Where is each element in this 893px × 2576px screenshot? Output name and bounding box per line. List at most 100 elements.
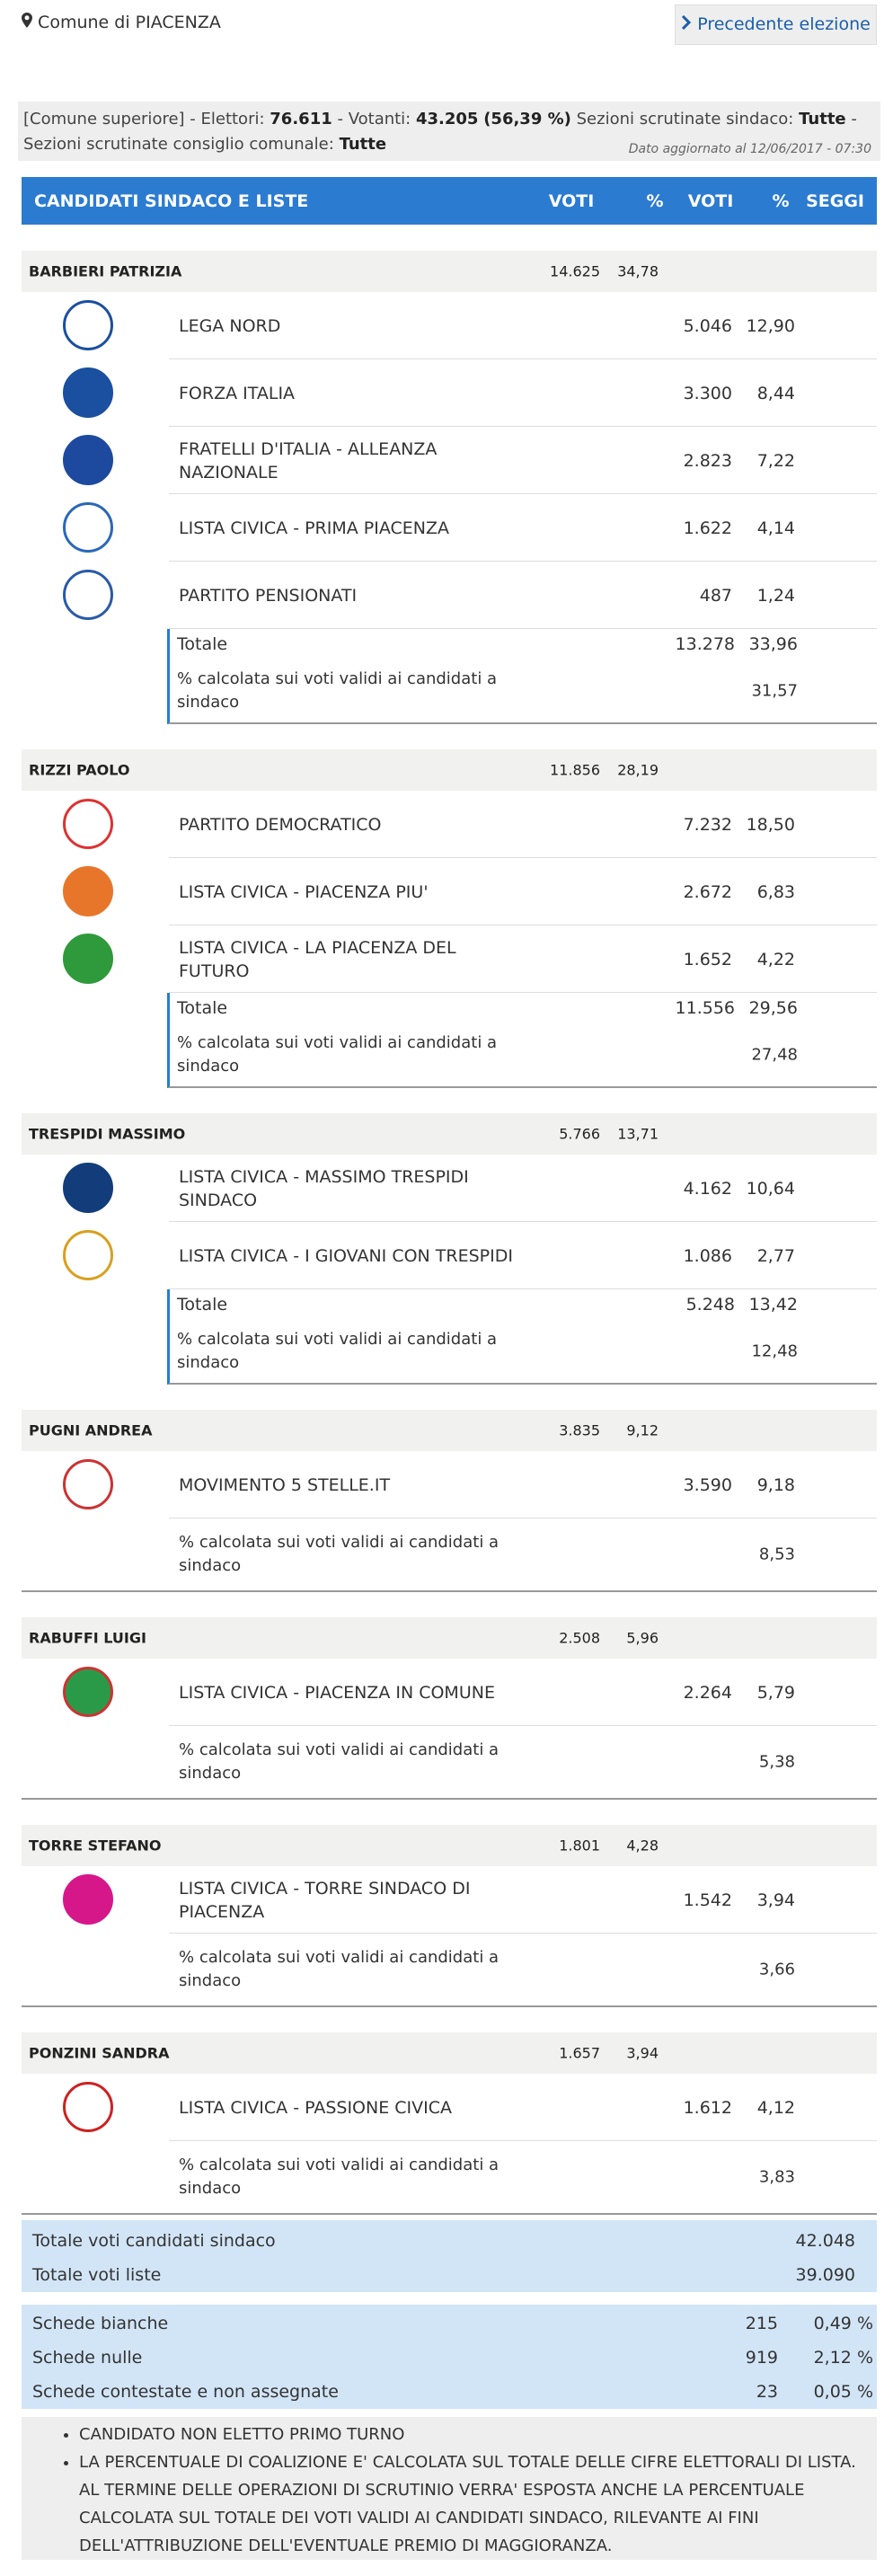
note-pct: 27,48 bbox=[751, 1045, 798, 1065]
column-header: VOTI bbox=[687, 191, 734, 211]
candidate-pct: 13,71 bbox=[617, 1125, 659, 1143]
list-pct: 2,77 bbox=[756, 1245, 795, 1266]
updated: Dato aggiornato al 12/06/2017 - 07:30 bbox=[628, 142, 871, 156]
list-row: LISTA CIVICA - MASSIMO TRESPIDI SINDACO 4… bbox=[22, 1155, 877, 1222]
candidate-row: PUGNI ANDREA 3.835 9,12 bbox=[22, 1410, 877, 1451]
note-item: LA PERCENTUALE DI COALIZIONE E' CALCOLAT… bbox=[79, 2448, 859, 2560]
list-name: LISTA CIVICA - PIACENZA PIU' bbox=[179, 881, 429, 902]
header: Comune di PIACENZA Precedente elezione bbox=[0, 0, 893, 90]
list-name: FRATELLI D'ITALIA - ALLEANZA NAZIONALE bbox=[179, 438, 438, 482]
list-votes: 1.652 bbox=[683, 949, 732, 969]
total-label: Totale bbox=[177, 634, 228, 654]
note-pct: 5,38 bbox=[758, 1752, 795, 1772]
list-votes: 487 bbox=[699, 585, 732, 606]
note-pct: 31,57 bbox=[751, 681, 798, 701]
notes-box: CANDIDATO NON ELETTO PRIMO TURNOLA PERCE… bbox=[22, 2417, 877, 2560]
list-votes: 3.300 bbox=[683, 383, 732, 403]
ballot-line: Schede bianche 215 0,49 % bbox=[22, 2306, 877, 2341]
list-row: FRATELLI D'ITALIA - ALLEANZA NAZIONALE 2.… bbox=[22, 427, 877, 494]
list-votes: 1.542 bbox=[683, 1890, 732, 1910]
list-pct: 4,22 bbox=[756, 949, 795, 969]
table-header: CANDIDATI SINDACO E LISTE VOTI% VOTI% SEGGI bbox=[22, 177, 877, 225]
note-pct: 3,66 bbox=[758, 1960, 795, 1979]
total-pct: 33,96 bbox=[748, 634, 798, 654]
list-logo bbox=[63, 866, 113, 916]
total-line: Totale voti candidati sindaco 42.048 bbox=[22, 2224, 877, 2258]
list-row: MOVIMENTO 5 STELLE.IT 3.590 9,18 bbox=[22, 1451, 877, 1518]
list-pct: 4,14 bbox=[756, 518, 795, 538]
sezioni-consiglio-label: - Sezioni scrutinate consiglio comunale: bbox=[23, 110, 857, 154]
candidate-name: TRESPIDI MASSIMO bbox=[29, 1125, 186, 1143]
note-pct: 12,48 bbox=[751, 1341, 798, 1361]
list-row: LISTA CIVICA - LA PIACENZA DEL FUTURO 1.6… bbox=[22, 925, 877, 993]
note-label: % calcolata sui voti validi ai candidati… bbox=[177, 1033, 498, 1076]
candidate-votes: 14.625 bbox=[550, 262, 600, 280]
column-header: VOTI bbox=[548, 191, 595, 211]
list-name: LISTA CIVICA - PRIMA PIACENZA bbox=[179, 518, 450, 538]
ballot-line: Schede nulle 919 2,12 % bbox=[22, 2341, 877, 2375]
list-name: FORZA ITALIA bbox=[179, 383, 296, 403]
sezioni-sindaco: Tutte bbox=[799, 110, 846, 128]
list-votes: 3.590 bbox=[683, 1474, 732, 1495]
list-logo bbox=[63, 1874, 113, 1925]
total-row: Totale 13.278 33,96 bbox=[167, 629, 877, 659]
candidate-row: RIZZI PAOLO 11.856 28,19 bbox=[22, 749, 877, 791]
candidate-pct: 9,12 bbox=[626, 1421, 659, 1439]
candidate-pct: 4,28 bbox=[626, 1837, 659, 1855]
total-line-label: Totale voti candidati sindaco bbox=[32, 2231, 276, 2251]
candidate-row: PONZINI SANDRA 1.657 3,94 bbox=[22, 2032, 877, 2074]
sezioni-sindaco-label: Sezioni scrutinate sindaco: bbox=[576, 110, 794, 128]
candidate-name: RIZZI PAOLO bbox=[29, 761, 130, 779]
results-table: BARBIERI PATRIZIA 14.625 34,78 LEGA NORD 5.0… bbox=[22, 251, 877, 2215]
list-votes: 1.612 bbox=[683, 2097, 732, 2118]
location: Comune di PIACENZA bbox=[22, 13, 221, 32]
list-pct: 4,12 bbox=[756, 2097, 795, 2118]
note-row: % calcolata sui voti validi ai candidati… bbox=[167, 1320, 877, 1385]
column-header: % bbox=[772, 191, 790, 211]
list-name: LISTA CIVICA - PIACENZA IN COMUNE bbox=[179, 1682, 495, 1703]
candidate-votes: 1.657 bbox=[559, 2044, 600, 2062]
candidate-pct: 5,96 bbox=[626, 1629, 659, 1647]
column-header: CANDIDATI SINDACO E LISTE bbox=[34, 191, 309, 211]
ballots-box: Schede bianche 215 0,49 % Schede nulle 919 2,… bbox=[22, 2305, 877, 2409]
list-logo bbox=[63, 367, 113, 418]
list-row: LEGA NORD 5.046 12,90 bbox=[22, 292, 877, 359]
list-logo bbox=[63, 799, 113, 849]
list-logo bbox=[63, 934, 113, 984]
column-header: SEGGI bbox=[806, 191, 864, 211]
note-label: % calcolata sui voti validi ai candidati… bbox=[179, 1533, 500, 1575]
ballot-label: Schede bianche bbox=[32, 2314, 169, 2333]
list-name: LISTA CIVICA - PASSIONE CIVICA bbox=[179, 2097, 452, 2118]
list-pct: 9,18 bbox=[756, 1474, 795, 1495]
list-votes: 1.086 bbox=[683, 1245, 732, 1266]
list-pct: 8,44 bbox=[756, 383, 795, 403]
previous-button[interactable]: Precedente elezione bbox=[675, 4, 877, 45]
candidate-row: TORRE STEFANO 1.801 4,28 bbox=[22, 1825, 877, 1866]
ballot-value: 919 bbox=[745, 2348, 778, 2368]
list-name: LISTA CIVICA - TORRE SINDACO DI PIACENZA bbox=[179, 1878, 471, 1922]
total-line-value: 39.090 bbox=[795, 2265, 855, 2285]
note-pct: 8,53 bbox=[758, 1545, 795, 1564]
candidate-row: RABUFFI LUIGI 2.508 5,96 bbox=[22, 1617, 877, 1659]
list-name: LISTA CIVICA - MASSIMO TRESPIDI SINDACO bbox=[179, 1166, 469, 1210]
candidate-pct: 34,78 bbox=[617, 262, 659, 280]
ballot-pct: 2,12 % bbox=[813, 2348, 873, 2368]
list-votes: 2.823 bbox=[683, 450, 732, 471]
previous-button-text[interactable]: Precedente elezione bbox=[697, 14, 871, 34]
note-row: % calcolata sui voti validi ai candidati… bbox=[22, 2141, 877, 2215]
list-votes: 1.622 bbox=[683, 518, 732, 538]
list-pct: 1,24 bbox=[756, 585, 795, 606]
candidate-votes: 1.801 bbox=[559, 1837, 600, 1855]
candidate-pct: 3,94 bbox=[626, 2044, 659, 2062]
list-row: LISTA CIVICA - PIACENZA PIU' 2.672 6,83 bbox=[22, 858, 877, 925]
notes-list: CANDIDATO NON ELETTO PRIMO TURNOLA PERCE… bbox=[61, 2421, 859, 2560]
totals-box: Totale voti candidati sindaco 42.048 Total… bbox=[22, 2220, 877, 2292]
candidate-votes: 5.766 bbox=[559, 1125, 600, 1143]
note-row: % calcolata sui voti validi ai candidati… bbox=[22, 1934, 877, 2007]
candidate-row: TRESPIDI MASSIMO 5.766 13,71 bbox=[22, 1113, 877, 1155]
elettori: 76.611 bbox=[270, 110, 332, 128]
list-pct: 7,22 bbox=[756, 450, 795, 471]
total-line: Totale voti liste 39.090 bbox=[22, 2258, 877, 2292]
total-votes: 5.248 bbox=[685, 1295, 735, 1315]
total-line-label: Totale voti liste bbox=[32, 2265, 162, 2285]
